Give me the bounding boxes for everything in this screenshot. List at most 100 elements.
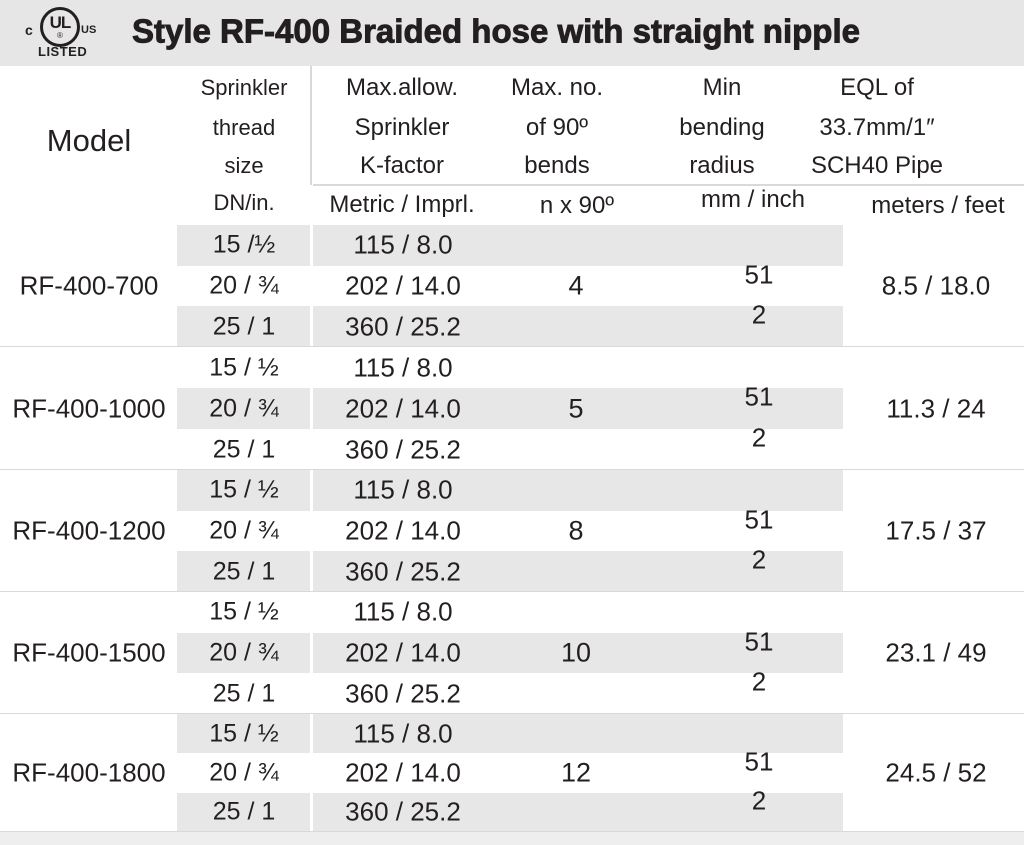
page-title: Style RF-400 Braided hose with straight … <box>132 12 861 50</box>
row-stripe <box>313 470 843 511</box>
header-eql-line-1: EQL of <box>840 74 914 101</box>
eql-cell: 11.3 / 24 <box>886 393 986 423</box>
header-thread-line-2: thread <box>212 115 276 140</box>
radius-mm-cell: 51 <box>744 626 774 657</box>
radius-inch-cell: 2 <box>751 299 767 330</box>
kfactor-cell: 360 / 25.2 <box>345 678 461 709</box>
kfactor-cell: 202 / 14.0 <box>345 515 461 546</box>
thread-size-cell: 25 / 1 <box>212 557 276 586</box>
kfactor-cell: 202 / 14.0 <box>345 270 461 301</box>
header-radius-unit: mm / inch <box>700 186 806 213</box>
row-stripe <box>313 225 843 266</box>
header-eql-line-2: 33.7mm/1″ <box>819 114 935 141</box>
kfactor-cell: 115 / 8.0 <box>353 229 453 260</box>
ul-us-label: US <box>81 24 97 36</box>
bends-count-cell: 8 <box>568 515 584 546</box>
bends-count-cell: 5 <box>568 393 584 423</box>
row-stripe <box>313 388 843 430</box>
thread-size-cell: 15 / ½ <box>209 597 279 626</box>
radius-inch-cell: 2 <box>751 544 767 575</box>
thread-size-cell: 15 / ½ <box>209 719 279 748</box>
bends-count-cell: 4 <box>568 270 584 301</box>
title-band: c UL ® US LISTED Style RF-400 Braided ho… <box>0 0 1024 66</box>
kfactor-cell: 360 / 25.2 <box>345 556 461 587</box>
header-thread-unit: DN/in. <box>213 190 275 215</box>
registered-symbol: ® <box>57 31 63 40</box>
row-stripe <box>313 306 843 347</box>
header-bends-unit: n x 90º <box>539 192 615 219</box>
header-radius-line-2: bending <box>679 114 765 141</box>
kfactor-cell: 360 / 25.2 <box>345 434 461 465</box>
thread-size-cell: 20 / ¾ <box>209 271 279 300</box>
eql-cell: 23.1 / 49 <box>885 637 987 668</box>
thread-size-cell: 20 / ¾ <box>209 758 279 787</box>
table-group-rf-400-1200: RF-400-1200 15 / ½ 20 / ¾ 25 / 1 115 / 8… <box>0 470 1024 592</box>
eql-cell: 24.5 / 52 <box>885 757 987 788</box>
radius-mm-cell: 51 <box>744 259 774 290</box>
thread-size-cell: 25 / 1 <box>212 679 276 708</box>
bends-count-cell: 12 <box>560 757 592 788</box>
bends-count-cell: 10 <box>560 637 592 668</box>
radius-mm-cell: 51 <box>744 504 774 535</box>
row-stripe <box>177 632 310 674</box>
header-bends-line-1: Max. no. <box>510 74 604 101</box>
model-cell: RF-400-1000 <box>12 393 166 423</box>
radius-inch-cell: 2 <box>751 422 767 453</box>
group-divider <box>0 469 1024 470</box>
ul-circle-icon: UL ® <box>40 7 80 47</box>
table-group-rf-400-700: RF-400-700 15 /½ 20 / ¾ 25 / 1 115 / 8.0… <box>0 225 1024 347</box>
thread-size-cell: 15 /½ <box>212 230 276 259</box>
row-stripe <box>177 306 310 347</box>
header-eql-line-3: SCH40 Pipe <box>810 152 944 179</box>
thread-size-cell: 25 / 1 <box>212 312 276 341</box>
kfactor-cell: 360 / 25.2 <box>345 311 461 342</box>
header-column-divider <box>310 66 312 185</box>
radius-mm-cell: 51 <box>744 381 774 412</box>
thread-size-cell: 25 / 1 <box>212 435 276 464</box>
row-stripe <box>177 551 310 592</box>
thread-size-cell: 25 / 1 <box>212 797 276 826</box>
ul-listed-label: LISTED <box>38 44 88 59</box>
kfactor-cell: 115 / 8.0 <box>353 474 453 505</box>
kfactor-cell: 115 / 8.0 <box>353 352 453 383</box>
header-radius-line-1: Min <box>702 74 742 101</box>
thread-size-cell: 15 / ½ <box>209 353 279 382</box>
bottom-margin-band <box>0 832 1024 845</box>
group-divider <box>0 346 1024 347</box>
ul-c-label: c <box>25 22 33 38</box>
row-stripe <box>177 792 310 832</box>
kfactor-cell: 115 / 8.0 <box>353 718 453 749</box>
header-kfactor-line-1: Max.allow. <box>345 74 459 101</box>
table-group-rf-400-1000: RF-400-1000 15 / ½ 20 / ¾ 25 / 1 115 / 8… <box>0 347 1024 470</box>
eql-cell: 17.5 / 37 <box>885 515 987 546</box>
eql-cell: 8.5 / 18.0 <box>881 270 991 301</box>
header-bends-line-2: of 90º <box>525 114 589 141</box>
group-divider <box>0 713 1024 714</box>
header-units-divider <box>313 184 1024 186</box>
thread-size-cell: 20 / ¾ <box>209 516 279 545</box>
row-stripe <box>177 388 310 430</box>
row-stripe <box>313 792 843 832</box>
thread-size-cell: 15 / ½ <box>209 475 279 504</box>
kfactor-cell: 360 / 25.2 <box>345 796 461 827</box>
row-stripe <box>177 714 310 754</box>
model-cell: RF-400-1800 <box>12 757 166 788</box>
radius-inch-cell: 2 <box>751 666 767 697</box>
kfactor-cell: 202 / 14.0 <box>345 393 461 423</box>
header-thread-line-1: Sprinkler <box>200 75 288 100</box>
row-stripe <box>313 714 843 754</box>
kfactor-cell: 115 / 8.0 <box>353 596 453 627</box>
row-stripe <box>313 632 843 674</box>
table-group-rf-400-1500: RF-400-1500 15 / ½ 20 / ¾ 25 / 1 115 / 8… <box>0 592 1024 714</box>
header-bends-line-3: bends <box>524 152 590 179</box>
row-stripe <box>177 470 310 511</box>
thread-size-cell: 20 / ¾ <box>209 638 279 667</box>
ul-listed-logo: c UL ® US LISTED <box>0 0 130 66</box>
header-thread-line-3: size <box>224 153 264 178</box>
header-radius-line-3: radius <box>689 152 755 179</box>
header-kfactor-unit: Metric / Imprl. <box>329 191 475 218</box>
ul-letters: UL <box>49 13 72 32</box>
kfactor-cell: 202 / 14.0 <box>345 757 461 788</box>
row-stripe <box>313 551 843 592</box>
